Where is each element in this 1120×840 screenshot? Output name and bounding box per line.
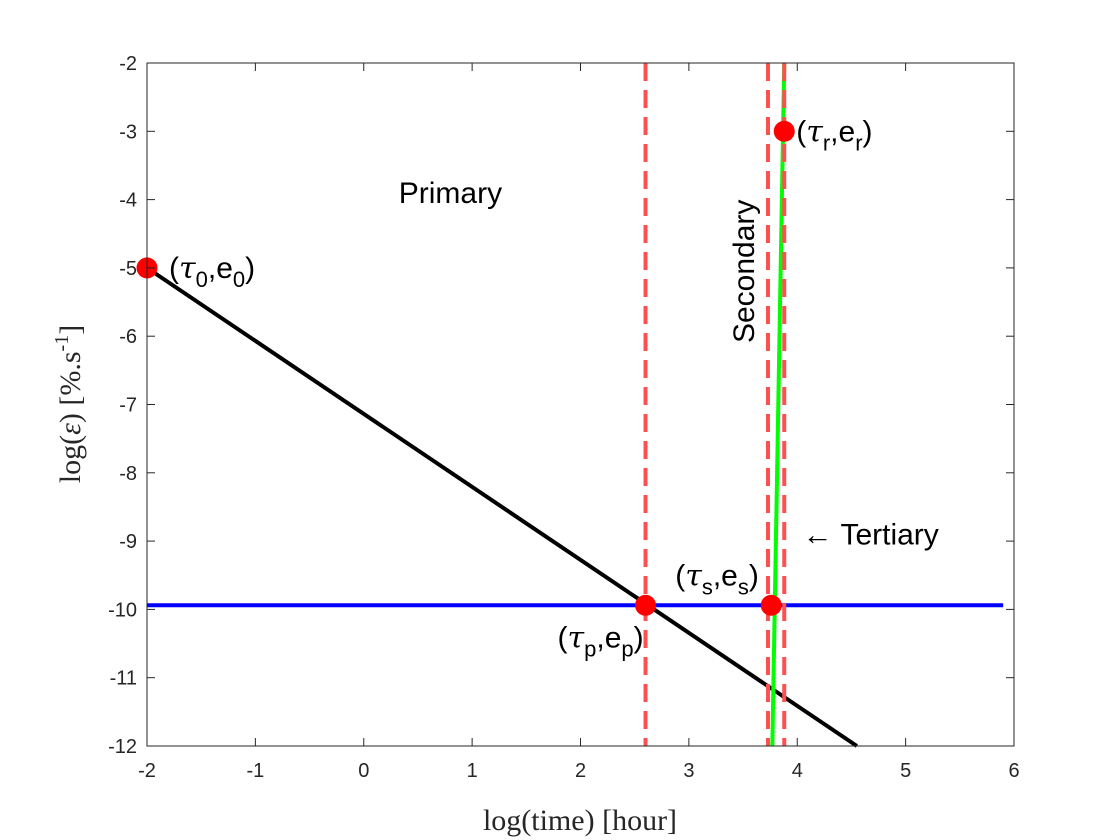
x-tick-label: 3: [683, 760, 694, 782]
y-tick-label: -4: [119, 190, 137, 212]
y-axis-label-exponent: -1: [51, 335, 73, 352]
x-tick-label: -2: [138, 760, 156, 782]
x-tick-label: 1: [467, 760, 478, 782]
data-point: [773, 120, 795, 142]
data-point: [635, 594, 657, 616]
point-label: (τs,es): [675, 558, 759, 599]
y-tick-label: -6: [119, 326, 137, 348]
y-axis-label-epsilon: ε: [54, 423, 87, 435]
x-tick-label: 2: [575, 760, 586, 782]
point-label: (τp,ep): [558, 620, 644, 661]
y-axis-label-main: log(: [54, 435, 87, 483]
y-axis-label: log(ε) [%.s-1]: [51, 325, 87, 483]
primary-creep-line: [145, 266, 858, 748]
point-label: (τr,er): [796, 114, 872, 155]
x-tick-label: 4: [792, 760, 803, 782]
x-tick-label: 6: [1008, 760, 1019, 782]
x-tick-label: 0: [358, 760, 369, 782]
y-tick-label: -9: [119, 531, 137, 553]
y-tick-label: -7: [119, 395, 137, 417]
plot-area: [147, 63, 1014, 746]
y-tick-label: -5: [119, 258, 137, 280]
y-tick-label: -3: [119, 121, 137, 143]
data-point: [760, 594, 782, 616]
secondary-region-label: Secondary: [728, 200, 761, 343]
y-tick-label: -2: [119, 53, 137, 75]
tertiary-region-label: ← Tertiary: [803, 519, 939, 552]
x-axis-label: log(time) [hour]: [483, 804, 677, 837]
primary-region-label: Primary: [399, 177, 502, 210]
x-tick-label: 5: [900, 760, 911, 782]
x-tick-label: -1: [246, 760, 264, 782]
y-tick-label: -11: [110, 668, 137, 690]
y-tick-label: -10: [108, 599, 137, 621]
y-tick-label: -12: [108, 736, 137, 758]
y-tick-label: -8: [119, 463, 137, 485]
point-label: (τ0,e0): [169, 251, 255, 292]
